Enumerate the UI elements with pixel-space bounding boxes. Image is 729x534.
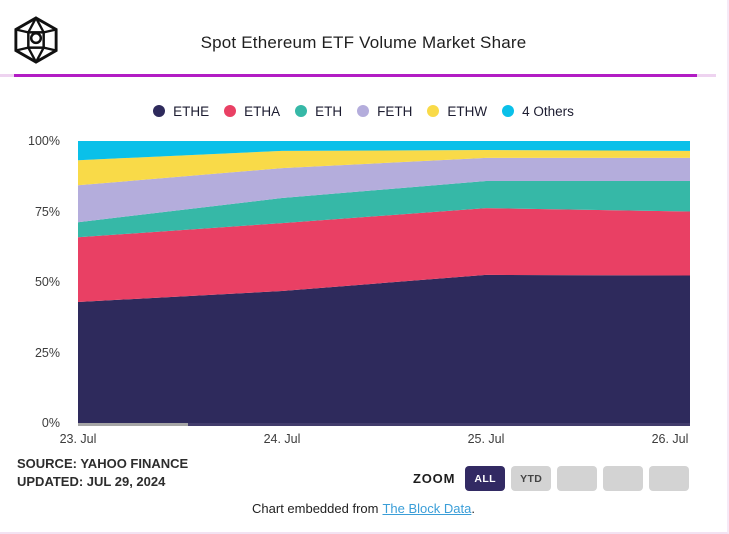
legend-swatch-icon (295, 105, 308, 117)
header-divider (0, 74, 716, 77)
legend: ETHE ETHA ETH FETH ETHW 4 Others (0, 102, 727, 120)
legend-item-etha[interactable]: ETHA (224, 104, 280, 119)
the-block-logo-icon[interactable] (13, 15, 59, 65)
embed-prefix: Chart embedded from (252, 501, 379, 516)
x-tick-label: 23. Jul (59, 432, 97, 446)
zoom-button-ytd[interactable]: YTD (511, 466, 552, 491)
zoom-controls: ZOOM ALL YTD (413, 466, 690, 491)
y-tick-label: 100% (28, 134, 60, 148)
area-series-4-others[interactable] (78, 141, 690, 161)
legend-item-eth[interactable]: ETH (295, 104, 342, 119)
x-axis: 23. Jul 24. Jul 25. Jul 26. Jul (60, 432, 690, 448)
zoom-button-all[interactable]: ALL (465, 466, 506, 491)
x-tick-label: 24. Jul (263, 432, 301, 446)
the-block-cube-glyph (14, 16, 58, 64)
zoom-button-4[interactable] (603, 466, 644, 491)
legend-item-feth[interactable]: FETH (357, 104, 412, 119)
legend-swatch-icon (502, 105, 515, 117)
legend-swatch-icon (427, 105, 440, 117)
y-tick-label: 25% (34, 345, 60, 360)
y-tick-label: 0% (41, 416, 60, 430)
legend-label: ETHE (173, 103, 210, 119)
source-note: SOURCE: YAHOO FINANCE UPDATED: JUL 29, 2… (17, 455, 188, 491)
y-tick-label: 50% (34, 275, 60, 289)
source-line: SOURCE: YAHOO FINANCE (17, 456, 189, 471)
embed-note: Chart embedded from The Block Data. (0, 501, 727, 516)
stacked-area-chart[interactable] (78, 141, 690, 423)
zoom-button-5[interactable] (649, 466, 690, 491)
legend-item-ethw[interactable]: ETHW (427, 104, 487, 119)
legend-swatch-icon (357, 105, 370, 117)
area-series-feth[interactable] (78, 157, 690, 223)
legend-label: ETHA (244, 103, 281, 119)
page-title: Spot Ethereum ETF Volume Market Share (200, 33, 527, 52)
legend-swatch-icon (224, 105, 237, 117)
area-series-etha[interactable] (78, 208, 690, 302)
chart-scrollbar[interactable] (78, 423, 690, 426)
x-tick-label: 26. Jul (651, 432, 689, 446)
legend-label: ETH (315, 103, 343, 119)
legend-label: ETHW (447, 103, 488, 119)
legend-item-4-others[interactable]: 4 Others (502, 104, 574, 119)
zoom-label: ZOOM (413, 471, 456, 486)
y-tick-label: 75% (34, 204, 60, 219)
updated-line: UPDATED: JUL 29, 2024 (17, 474, 166, 489)
area-series-eth[interactable] (78, 181, 690, 238)
legend-item-ethe[interactable]: ETHE (153, 104, 209, 119)
area-series-ethw[interactable] (78, 150, 690, 186)
area-series-ethe[interactable] (78, 274, 690, 423)
x-tick-label: 25. Jul (467, 432, 505, 446)
embed-suffix: . (471, 501, 475, 516)
y-axis: 100% 75% 50% 25% 0% (0, 134, 60, 430)
legend-swatch-icon (153, 105, 166, 117)
the-block-data-link[interactable]: The Block Data (382, 501, 472, 516)
legend-label: FETH (377, 103, 413, 119)
scrollbar-thumb[interactable] (78, 423, 188, 426)
legend-label: 4 Others (522, 103, 574, 119)
zoom-button-3[interactable] (557, 466, 598, 491)
